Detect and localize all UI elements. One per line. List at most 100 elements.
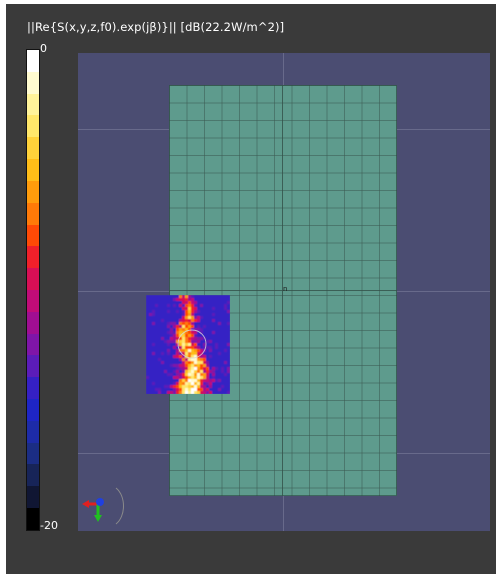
heatmap-cell	[188, 391, 192, 394]
heatmap-cell	[182, 328, 186, 332]
heatmap-cell	[212, 343, 216, 347]
heatmap-cell	[221, 340, 225, 344]
heatmap-cell	[200, 301, 204, 305]
heatmap-cell	[155, 313, 159, 317]
heatmap-cell	[197, 310, 201, 314]
heatmap-cell	[152, 337, 156, 341]
heatmap-cell	[146, 310, 150, 314]
heatmap-cell	[209, 298, 213, 302]
heatmap-cell	[146, 379, 150, 383]
heatmap-cell	[167, 337, 171, 341]
heatmap-cell	[176, 385, 180, 389]
heatmap-cell	[206, 343, 210, 347]
heatmap-cell	[161, 307, 165, 311]
heatmap-cell	[182, 388, 186, 392]
heatmap-cell	[182, 340, 186, 344]
heatmap-cell	[200, 337, 204, 341]
heatmap-cell	[188, 343, 192, 347]
heatmap-cell	[167, 334, 171, 338]
heatmap-cell	[176, 376, 180, 380]
heatmap-cell	[170, 334, 174, 338]
heatmap-cell	[194, 379, 198, 383]
heatmap-cell	[209, 388, 213, 392]
heatmap-cell	[158, 346, 162, 350]
heatmap-cell	[221, 304, 225, 308]
heatmap-cell	[170, 382, 174, 386]
heatmap-cell	[185, 379, 189, 383]
heatmap-cell	[155, 385, 159, 389]
heatmap-cell	[164, 295, 168, 299]
heatmap-cell	[173, 343, 177, 347]
heatmap-cell	[164, 304, 168, 308]
heatmap-cell	[191, 370, 195, 374]
heatmap-cell	[206, 352, 210, 356]
heatmap-cell	[167, 313, 171, 317]
heatmap-cell	[203, 373, 207, 377]
heatmap-cell	[194, 322, 198, 326]
heatmap-cell	[149, 376, 153, 380]
heatmap-cell	[164, 349, 168, 353]
heatmap-cell	[212, 298, 216, 302]
heatmap-cell	[227, 379, 230, 383]
heatmap-cell	[191, 331, 195, 335]
heatmap-cell	[167, 349, 171, 353]
heatmap-cell	[155, 301, 159, 305]
heatmap-cell	[206, 310, 210, 314]
heatmap-cell	[173, 310, 177, 314]
heatmap-cell	[206, 385, 210, 389]
heatmap-cell	[179, 379, 183, 383]
heatmap-cell	[221, 313, 225, 317]
heatmap-cell	[215, 391, 219, 394]
heatmap-cell	[161, 361, 165, 365]
heatmap-cell	[215, 352, 219, 356]
heatmap-cell	[206, 325, 210, 329]
metal-plate-object[interactable]	[169, 85, 397, 496]
heatmap-cell	[188, 352, 192, 356]
heatmap-cell	[152, 343, 156, 347]
heatmap-cell	[164, 364, 168, 368]
heatmap-cell	[158, 295, 162, 299]
field-heatmap-plane[interactable]	[146, 295, 230, 394]
heatmap-cell	[155, 364, 159, 368]
3d-viewport[interactable]: ||Re{S(x,y,z,f0).exp(jβ)}|| [dB(22.2W/m^…	[6, 4, 496, 574]
heatmap-cell	[164, 346, 168, 350]
heatmap-cell	[185, 340, 189, 344]
heatmap-cell	[194, 376, 198, 380]
heatmap-cell	[161, 334, 165, 338]
heatmap-cell	[158, 301, 162, 305]
heatmap-cell	[197, 391, 201, 394]
heatmap-cell	[179, 382, 183, 386]
heatmap-cell	[215, 376, 219, 380]
heatmap-cell	[152, 349, 156, 353]
heatmap-cell	[224, 340, 228, 344]
heatmap-cell	[227, 328, 230, 332]
heatmap-cell	[194, 295, 198, 299]
heatmap-cell	[191, 367, 195, 371]
heatmap-cell	[149, 382, 153, 386]
heatmap-cell	[215, 382, 219, 386]
heatmap-cell	[218, 337, 222, 341]
color-scale-min-label: -20	[40, 519, 58, 532]
heatmap-cell	[146, 334, 150, 338]
heatmap-cell	[176, 328, 180, 332]
heatmap-cell	[218, 334, 222, 338]
orientation-axis-triad[interactable]	[76, 482, 128, 530]
heatmap-cell	[155, 319, 159, 323]
heatmap-cell	[188, 388, 192, 392]
heatmap-cell	[206, 334, 210, 338]
heatmap-cell	[194, 346, 198, 350]
heatmap-cell	[167, 355, 171, 359]
color-scale-band	[27, 289, 39, 312]
heatmap-cell	[152, 388, 156, 392]
heatmap-cell	[146, 391, 150, 394]
heatmap-cell	[218, 388, 222, 392]
heatmap-cell	[212, 325, 216, 329]
color-scale-band	[27, 224, 39, 247]
heatmap-cell	[188, 316, 192, 320]
heatmap-cell	[152, 316, 156, 320]
heatmap-cell	[227, 301, 230, 305]
heatmap-cell	[176, 364, 180, 368]
heatmap-cell	[194, 349, 198, 353]
heatmap-cell	[161, 349, 165, 353]
heatmap-cell	[176, 367, 180, 371]
